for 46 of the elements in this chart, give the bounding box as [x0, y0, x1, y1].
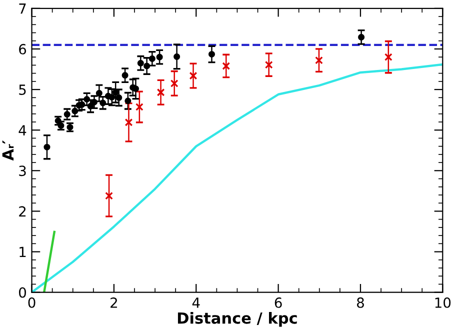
point	[105, 192, 113, 200]
point	[44, 144, 50, 150]
y-tick-label: 1	[20, 246, 26, 258]
point	[148, 55, 156, 62]
x-axis-title: Distance / kpc	[178, 312, 297, 327]
point	[315, 56, 323, 64]
point	[108, 94, 116, 100]
point	[112, 89, 119, 96]
y-tick-label: 2	[19, 206, 26, 216]
x-tick-label: 0	[28, 297, 36, 308]
point	[189, 72, 198, 80]
point	[222, 62, 230, 70]
y-tick-label: 6	[19, 44, 26, 54]
point	[78, 101, 86, 108]
y-tick-label: 0	[19, 287, 26, 298]
x-tick-label: 4	[192, 298, 200, 308]
point	[124, 118, 133, 126]
point	[72, 108, 78, 114]
point	[264, 60, 273, 69]
x-tick-label: 2	[110, 297, 117, 308]
y-tick-label: 4	[18, 125, 26, 136]
x-tick-label: 6	[274, 297, 282, 308]
point	[170, 79, 178, 88]
x-tick-label: 8	[357, 297, 364, 308]
point	[90, 98, 98, 106]
point	[116, 94, 122, 101]
point	[64, 110, 70, 118]
point	[156, 88, 165, 96]
y-tick-label: 3	[19, 166, 26, 176]
point	[84, 96, 90, 103]
y-tick-label: 7	[19, 4, 26, 14]
x-tick-label: 10	[435, 297, 451, 308]
point	[208, 50, 216, 58]
point	[137, 60, 144, 66]
point	[100, 100, 106, 106]
point	[87, 102, 94, 110]
point	[358, 34, 365, 40]
point	[384, 53, 392, 62]
point	[135, 103, 144, 111]
point	[122, 72, 128, 79]
point	[144, 62, 150, 70]
y-tick-label: 5	[19, 84, 26, 95]
point	[174, 53, 180, 60]
point	[156, 54, 163, 60]
y-axis-title: Aᵣ′	[2, 140, 14, 161]
point	[96, 90, 102, 96]
